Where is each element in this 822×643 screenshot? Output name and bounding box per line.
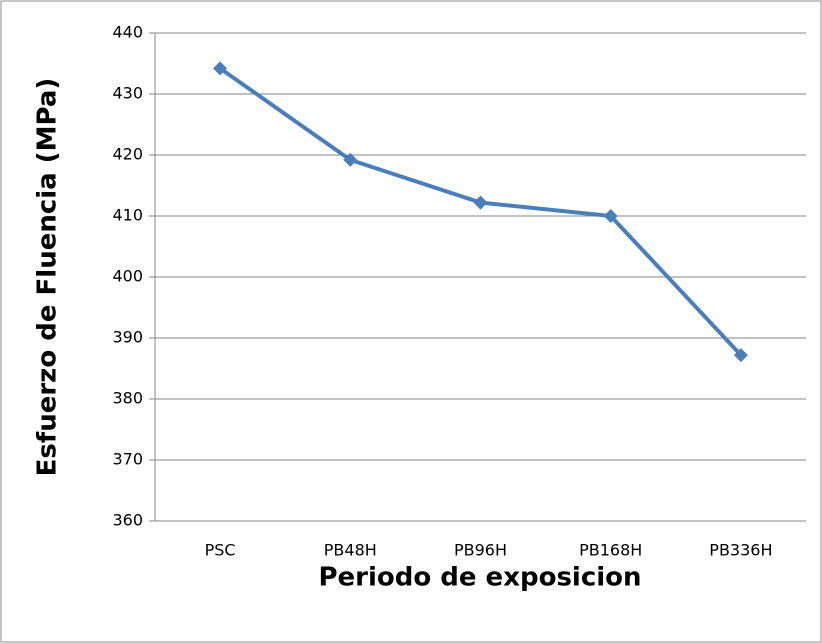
data-point — [343, 152, 358, 167]
x-tick-label: PSC — [205, 541, 236, 560]
y-tick-label: 420 — [112, 145, 143, 164]
y-tick-label: 360 — [112, 511, 143, 530]
y-tick-label: 430 — [112, 84, 143, 103]
x-tick-label: PB336H — [709, 541, 772, 560]
data-point — [603, 209, 618, 223]
x-tick-label: PB96H — [454, 541, 507, 560]
y-tick-label: 380 — [112, 389, 143, 408]
data-point — [733, 348, 748, 363]
y-tick-label: 400 — [112, 267, 143, 286]
x-tick-label: PB48H — [324, 541, 377, 560]
y-tick-label: 410 — [112, 206, 143, 225]
y-axis-title: Esfuerzo de Fluencia (MPa) — [33, 78, 63, 477]
x-tick-label: PB168H — [579, 541, 642, 560]
y-tick-label: 390 — [112, 328, 143, 347]
y-tick-label: 370 — [112, 450, 143, 469]
y-tick-label: 440 — [112, 23, 143, 42]
data-point — [473, 195, 488, 210]
x-axis-title: Periodo de exposicion — [318, 563, 641, 593]
data-point — [213, 61, 228, 76]
